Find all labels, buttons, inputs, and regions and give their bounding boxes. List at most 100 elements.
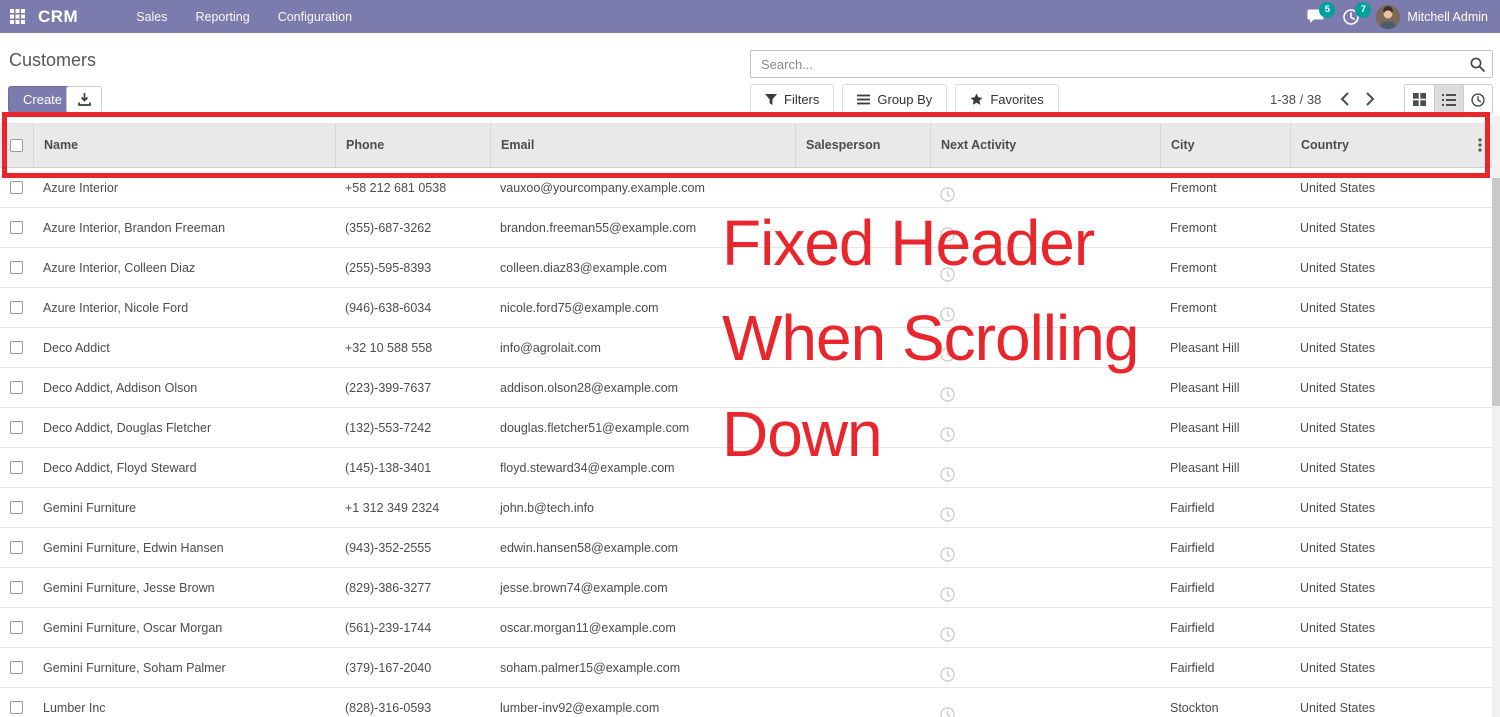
next-activity-clock-icon[interactable] <box>940 467 1160 482</box>
row-checkbox[interactable] <box>10 421 23 434</box>
cell-city[interactable]: Fairfield <box>1170 620 1215 635</box>
next-activity-clock-icon[interactable] <box>940 627 1160 642</box>
filters-button[interactable]: Filters <box>750 84 835 114</box>
table-row[interactable]: Azure Interior, Brandon Freeman (355)-68… <box>0 208 1492 248</box>
row-checkbox[interactable] <box>10 221 23 234</box>
cell-name[interactable]: Deco Addict, Douglas Fletcher <box>43 420 212 435</box>
cell-phone[interactable]: +1 312 349 2324 <box>345 500 440 515</box>
vertical-scrollbar[interactable] <box>1492 116 1500 717</box>
cell-phone[interactable]: (946)-638-6034 <box>345 300 432 315</box>
cell-city[interactable]: Pleasant Hill <box>1170 460 1240 475</box>
cell-name[interactable]: Gemini Furniture, Jesse Brown <box>43 580 215 595</box>
column-header-next-activity[interactable]: Next Activity <box>930 123 1160 167</box>
select-all-checkbox[interactable] <box>10 138 23 152</box>
table-row[interactable]: Azure Interior +58 212 681 0538 vauxoo@y… <box>0 168 1492 208</box>
cell-email[interactable]: floyd.steward34@example.com <box>500 460 675 475</box>
cell-country[interactable]: United States <box>1300 180 1376 195</box>
messages-button[interactable]: 5 <box>1304 1 1336 28</box>
cell-phone[interactable]: +58 212 681 0538 <box>345 180 447 195</box>
next-activity-clock-icon[interactable] <box>940 547 1160 562</box>
search-input[interactable] <box>751 56 1462 72</box>
cell-name[interactable]: Gemini Furniture, Edwin Hansen <box>43 540 224 555</box>
table-row[interactable]: Deco Addict, Addison Olson (223)-399-763… <box>0 368 1492 408</box>
next-activity-clock-icon[interactable] <box>940 707 1160 717</box>
table-row[interactable]: Gemini Furniture, Edwin Hansen (943)-352… <box>0 528 1492 568</box>
apps-menu-button[interactable] <box>0 0 34 33</box>
cell-country[interactable]: United States <box>1300 260 1376 275</box>
column-header-city[interactable]: City <box>1160 123 1290 167</box>
cell-country[interactable]: United States <box>1300 540 1376 555</box>
cell-email[interactable]: vauxoo@yourcompany.example.com <box>500 180 705 195</box>
cell-phone[interactable]: (828)-316-0593 <box>345 700 432 715</box>
cell-email[interactable]: john.b@tech.info <box>500 500 595 515</box>
cell-country[interactable]: United States <box>1300 220 1376 235</box>
table-row[interactable]: Gemini Furniture, Oscar Morgan (561)-239… <box>0 608 1492 648</box>
cell-country[interactable]: United States <box>1300 460 1376 475</box>
cell-city[interactable]: Fremont <box>1170 300 1217 315</box>
cell-name[interactable]: Azure Interior, Brandon Freeman <box>43 220 226 235</box>
kanban-view-button[interactable] <box>1405 85 1434 114</box>
cell-phone[interactable]: (132)-553-7242 <box>345 420 432 435</box>
cell-name[interactable]: Lumber Inc <box>43 700 106 715</box>
cell-phone[interactable]: (145)-138-3401 <box>345 460 432 475</box>
table-row[interactable]: Azure Interior, Colleen Diaz (255)-595-8… <box>0 248 1492 288</box>
table-row[interactable]: Gemini Furniture, Jesse Brown (829)-386-… <box>0 568 1492 608</box>
row-checkbox[interactable] <box>10 381 23 394</box>
next-activity-clock-icon[interactable] <box>940 227 1160 242</box>
column-header-phone[interactable]: Phone <box>335 123 490 167</box>
next-activity-clock-icon[interactable] <box>940 667 1160 682</box>
menu-sales[interactable]: Sales <box>136 9 168 24</box>
cell-phone[interactable]: (829)-386-3277 <box>345 580 432 595</box>
group-by-button[interactable]: Group By <box>842 84 948 114</box>
cell-city[interactable]: Pleasant Hill <box>1170 420 1240 435</box>
table-row[interactable]: Gemini Furniture +1 312 349 2324 john.b@… <box>0 488 1492 528</box>
table-row[interactable]: Deco Addict +32 10 588 558 info@agrolait… <box>0 328 1492 368</box>
menu-configuration[interactable]: Configuration <box>277 9 353 24</box>
row-checkbox[interactable] <box>10 621 23 634</box>
row-checkbox[interactable] <box>10 341 23 354</box>
cell-email[interactable]: oscar.morgan11@example.com <box>500 620 676 635</box>
cell-name[interactable]: Azure Interior, Nicole Ford <box>43 300 189 315</box>
app-title[interactable]: CRM <box>38 6 79 26</box>
cell-name[interactable]: Deco Addict, Floyd Steward <box>43 460 197 475</box>
next-activity-clock-icon[interactable] <box>940 507 1160 522</box>
cell-phone[interactable]: (561)-239-1744 <box>345 620 432 635</box>
cell-city[interactable]: Fairfield <box>1170 580 1215 595</box>
cell-phone[interactable]: +32 10 588 558 <box>345 340 433 355</box>
table-row[interactable]: Deco Addict, Douglas Fletcher (132)-553-… <box>0 408 1492 448</box>
cell-email[interactable]: edwin.hansen58@example.com <box>500 540 679 555</box>
cell-phone[interactable]: (223)-399-7637 <box>345 380 432 395</box>
pager-previous-button[interactable] <box>1333 84 1355 114</box>
cell-city[interactable]: Fairfield <box>1170 540 1215 555</box>
next-activity-clock-icon[interactable] <box>940 427 1160 442</box>
favorites-button[interactable]: Favorites <box>955 84 1059 114</box>
next-activity-clock-icon[interactable] <box>940 347 1160 362</box>
cell-phone[interactable]: (355)-687-3262 <box>345 220 432 235</box>
column-header-country[interactable]: Country <box>1290 123 1415 167</box>
next-activity-clock-icon[interactable] <box>940 267 1160 282</box>
next-activity-clock-icon[interactable] <box>940 387 1160 402</box>
row-checkbox[interactable] <box>10 261 23 274</box>
cell-name[interactable]: Gemini Furniture, Oscar Morgan <box>43 620 223 635</box>
cell-email[interactable]: soham.palmer15@example.com <box>500 660 681 675</box>
next-activity-clock-icon[interactable] <box>940 587 1160 602</box>
column-header-salesperson[interactable]: Salesperson <box>795 123 930 167</box>
cell-city[interactable]: Fremont <box>1170 180 1217 195</box>
next-activity-clock-icon[interactable] <box>940 187 1160 202</box>
activity-view-button[interactable] <box>1463 85 1492 114</box>
scrollbar-thumb[interactable] <box>1492 178 1500 406</box>
cell-country[interactable]: United States <box>1300 580 1376 595</box>
cell-email[interactable]: lumber-inv92@example.com <box>500 700 660 715</box>
row-checkbox[interactable] <box>10 181 23 194</box>
import-button[interactable] <box>66 86 102 113</box>
cell-city[interactable]: Fremont <box>1170 220 1217 235</box>
cell-email[interactable]: colleen.diaz83@example.com <box>500 260 667 275</box>
row-checkbox[interactable] <box>10 461 23 474</box>
options-icon[interactable] <box>1478 138 1482 152</box>
row-checkbox[interactable] <box>10 581 23 594</box>
pager-next-button[interactable] <box>1359 84 1381 114</box>
user-menu[interactable]: Mitchell Admin <box>1376 4 1488 29</box>
row-checkbox[interactable] <box>10 661 23 674</box>
table-row[interactable]: Gemini Furniture, Soham Palmer (379)-167… <box>0 648 1492 688</box>
cell-name[interactable]: Azure Interior, Colleen Diaz <box>43 260 196 275</box>
